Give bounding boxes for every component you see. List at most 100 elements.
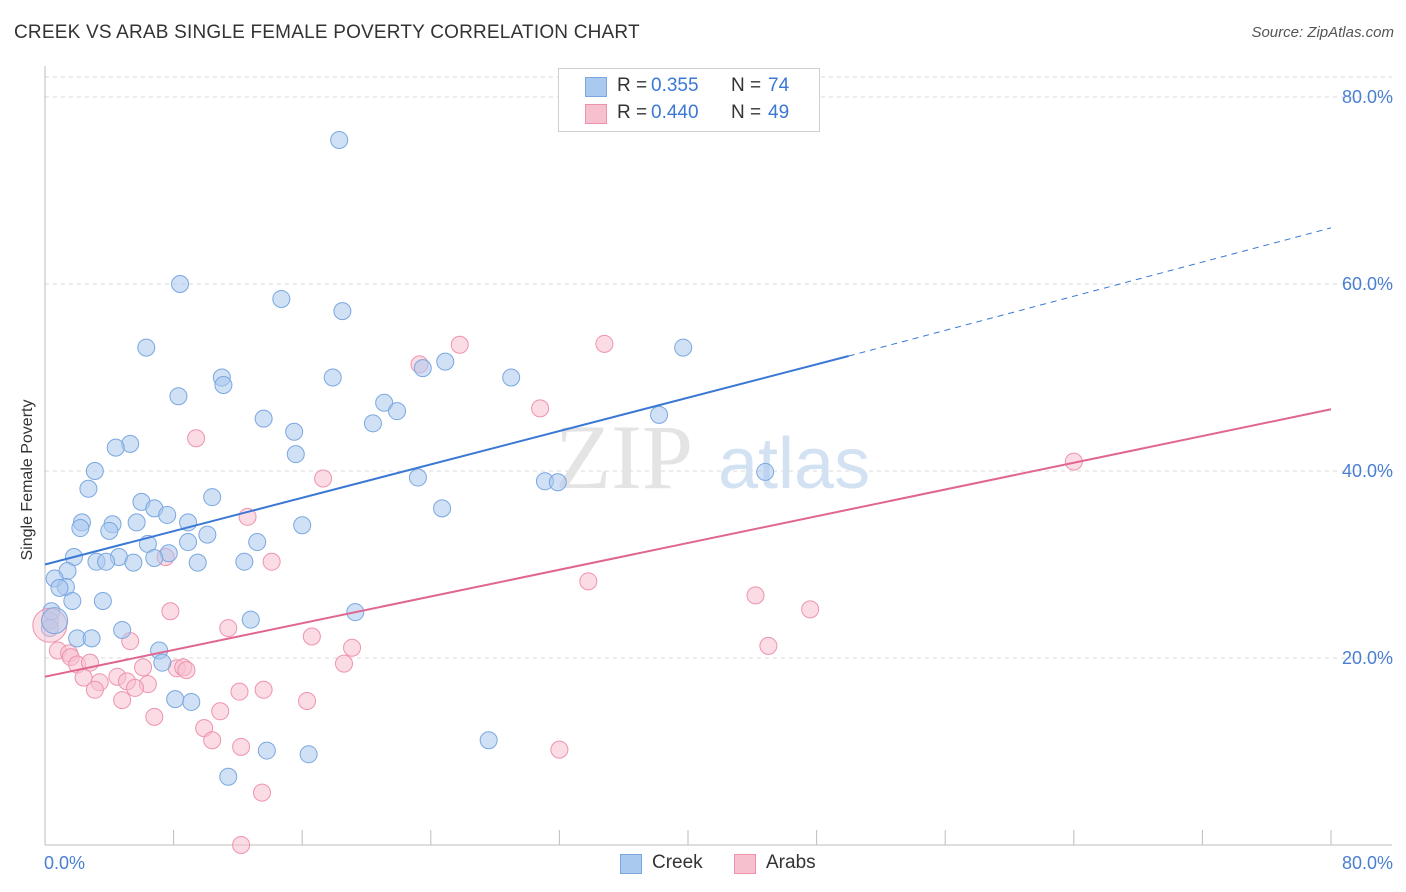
arabs-point: [253, 783, 272, 802]
creek-point: [97, 552, 116, 571]
creek-point: [219, 767, 238, 786]
bottom-legend-label-arabs: Arabs: [766, 852, 816, 873]
bottom-legend: Creek Arabs: [620, 852, 840, 876]
arabs-point: [550, 740, 569, 759]
arabs-point: [531, 399, 550, 418]
legend-n-value-arabs: 49: [768, 102, 790, 123]
arabs-point: [334, 654, 353, 673]
creek-point: [413, 359, 432, 378]
creek-point: [171, 275, 190, 293]
y-axis-title: Single Female Poverty: [19, 400, 36, 561]
creek-point: [166, 690, 185, 709]
arabs-point: [85, 680, 104, 699]
arabs-point: [232, 836, 251, 854]
creek-point: [502, 368, 521, 387]
arabs-point: [254, 680, 273, 699]
legend-r-label-creek: R =: [617, 75, 648, 96]
creek-point: [82, 629, 101, 648]
bottom-legend-label-creek: Creek: [652, 852, 703, 873]
creek-point: [286, 445, 305, 464]
arabs-point: [211, 702, 230, 721]
creek-point: [203, 488, 222, 507]
chart-title: CREEK VS ARAB SINGLE FEMALE POVERTY CORR…: [14, 22, 640, 43]
creek-point: [127, 513, 146, 532]
x-tick-label: 0.0%: [44, 853, 85, 873]
creek-point: [85, 462, 104, 480]
creek-point: [241, 610, 260, 629]
legend-n-label-creek: N =: [731, 75, 762, 96]
arabs-point: [219, 619, 238, 638]
arabs-point: [177, 661, 196, 680]
arabs-point: [187, 429, 206, 448]
arabs-point: [134, 658, 153, 677]
creek-point: [323, 368, 342, 387]
creek-point: [330, 131, 349, 150]
arabs-point: [759, 636, 778, 655]
creek-point: [674, 338, 693, 357]
arabs-point: [595, 334, 614, 353]
creek-point: [169, 387, 188, 406]
creek-point: [124, 553, 143, 572]
creek-point: [375, 393, 394, 412]
creek-point: [158, 505, 177, 524]
creek-point: [153, 653, 172, 672]
creek-point: [293, 516, 312, 535]
arabs-trend-line: [44, 408, 1332, 678]
creek-point: [479, 731, 498, 750]
legend-swatch-creek: [585, 77, 607, 97]
creek-point: [333, 302, 352, 321]
arabs-point: [232, 737, 251, 756]
watermark-atlas: atlas: [718, 424, 870, 504]
arabs-point: [746, 586, 765, 605]
creek-point: [408, 468, 427, 487]
source-credit: Source: ZipAtlas.com: [1251, 24, 1394, 41]
creek-point: [756, 462, 775, 481]
arabs-point: [298, 692, 317, 711]
creek-point: [254, 409, 273, 428]
creek-point: [71, 519, 90, 538]
creek-point: [113, 620, 132, 639]
y-axis-title-container: Single Female Poverty: [19, 400, 36, 561]
watermark-zip: ZIP: [555, 406, 693, 508]
creek-point: [257, 741, 276, 760]
arabs-point: [262, 552, 281, 571]
bottom-legend-swatch-creek: [620, 854, 642, 874]
arabs-point: [801, 600, 820, 619]
creek-point: [214, 375, 233, 394]
axes: [44, 66, 1392, 846]
creek-point: [363, 414, 382, 433]
arabs-point: [161, 602, 180, 621]
watermark: ZIP atlas: [555, 406, 870, 508]
creek-trend-extension: [848, 227, 1332, 357]
arabs-point: [145, 707, 164, 726]
creek-trend-line: [44, 355, 850, 566]
y-tick-label: 40.0%: [1342, 461, 1393, 481]
legend-r-value-creek: 0.355: [651, 75, 699, 96]
creek-point: [100, 521, 119, 540]
arabs-point: [126, 678, 145, 697]
creek-point: [106, 438, 125, 457]
creek-point: [299, 745, 318, 764]
arabs-point: [230, 682, 249, 701]
creek-point: [198, 525, 217, 544]
arabs-point: [343, 638, 362, 657]
creek-point: [50, 578, 69, 597]
arabs-point: [579, 572, 598, 591]
arabs-point: [314, 469, 333, 488]
creek-point: [388, 402, 407, 421]
creek-point: [93, 591, 112, 610]
data-points: [32, 131, 1083, 854]
creek-point: [272, 289, 291, 308]
x-tick-label: 80.0%: [1342, 853, 1393, 873]
arabs-point: [450, 335, 469, 354]
creek-point: [436, 352, 455, 371]
legend-n-label-arabs: N =: [731, 102, 762, 123]
y-tick-label: 60.0%: [1342, 274, 1393, 294]
legend-n-value-creek: 74: [768, 75, 790, 96]
grid-lines: [45, 76, 1392, 659]
creek-point: [63, 591, 82, 610]
y-tick-label: 80.0%: [1342, 87, 1393, 107]
legend-r-value-arabs: 0.440: [651, 102, 699, 123]
creek-point: [433, 499, 452, 518]
